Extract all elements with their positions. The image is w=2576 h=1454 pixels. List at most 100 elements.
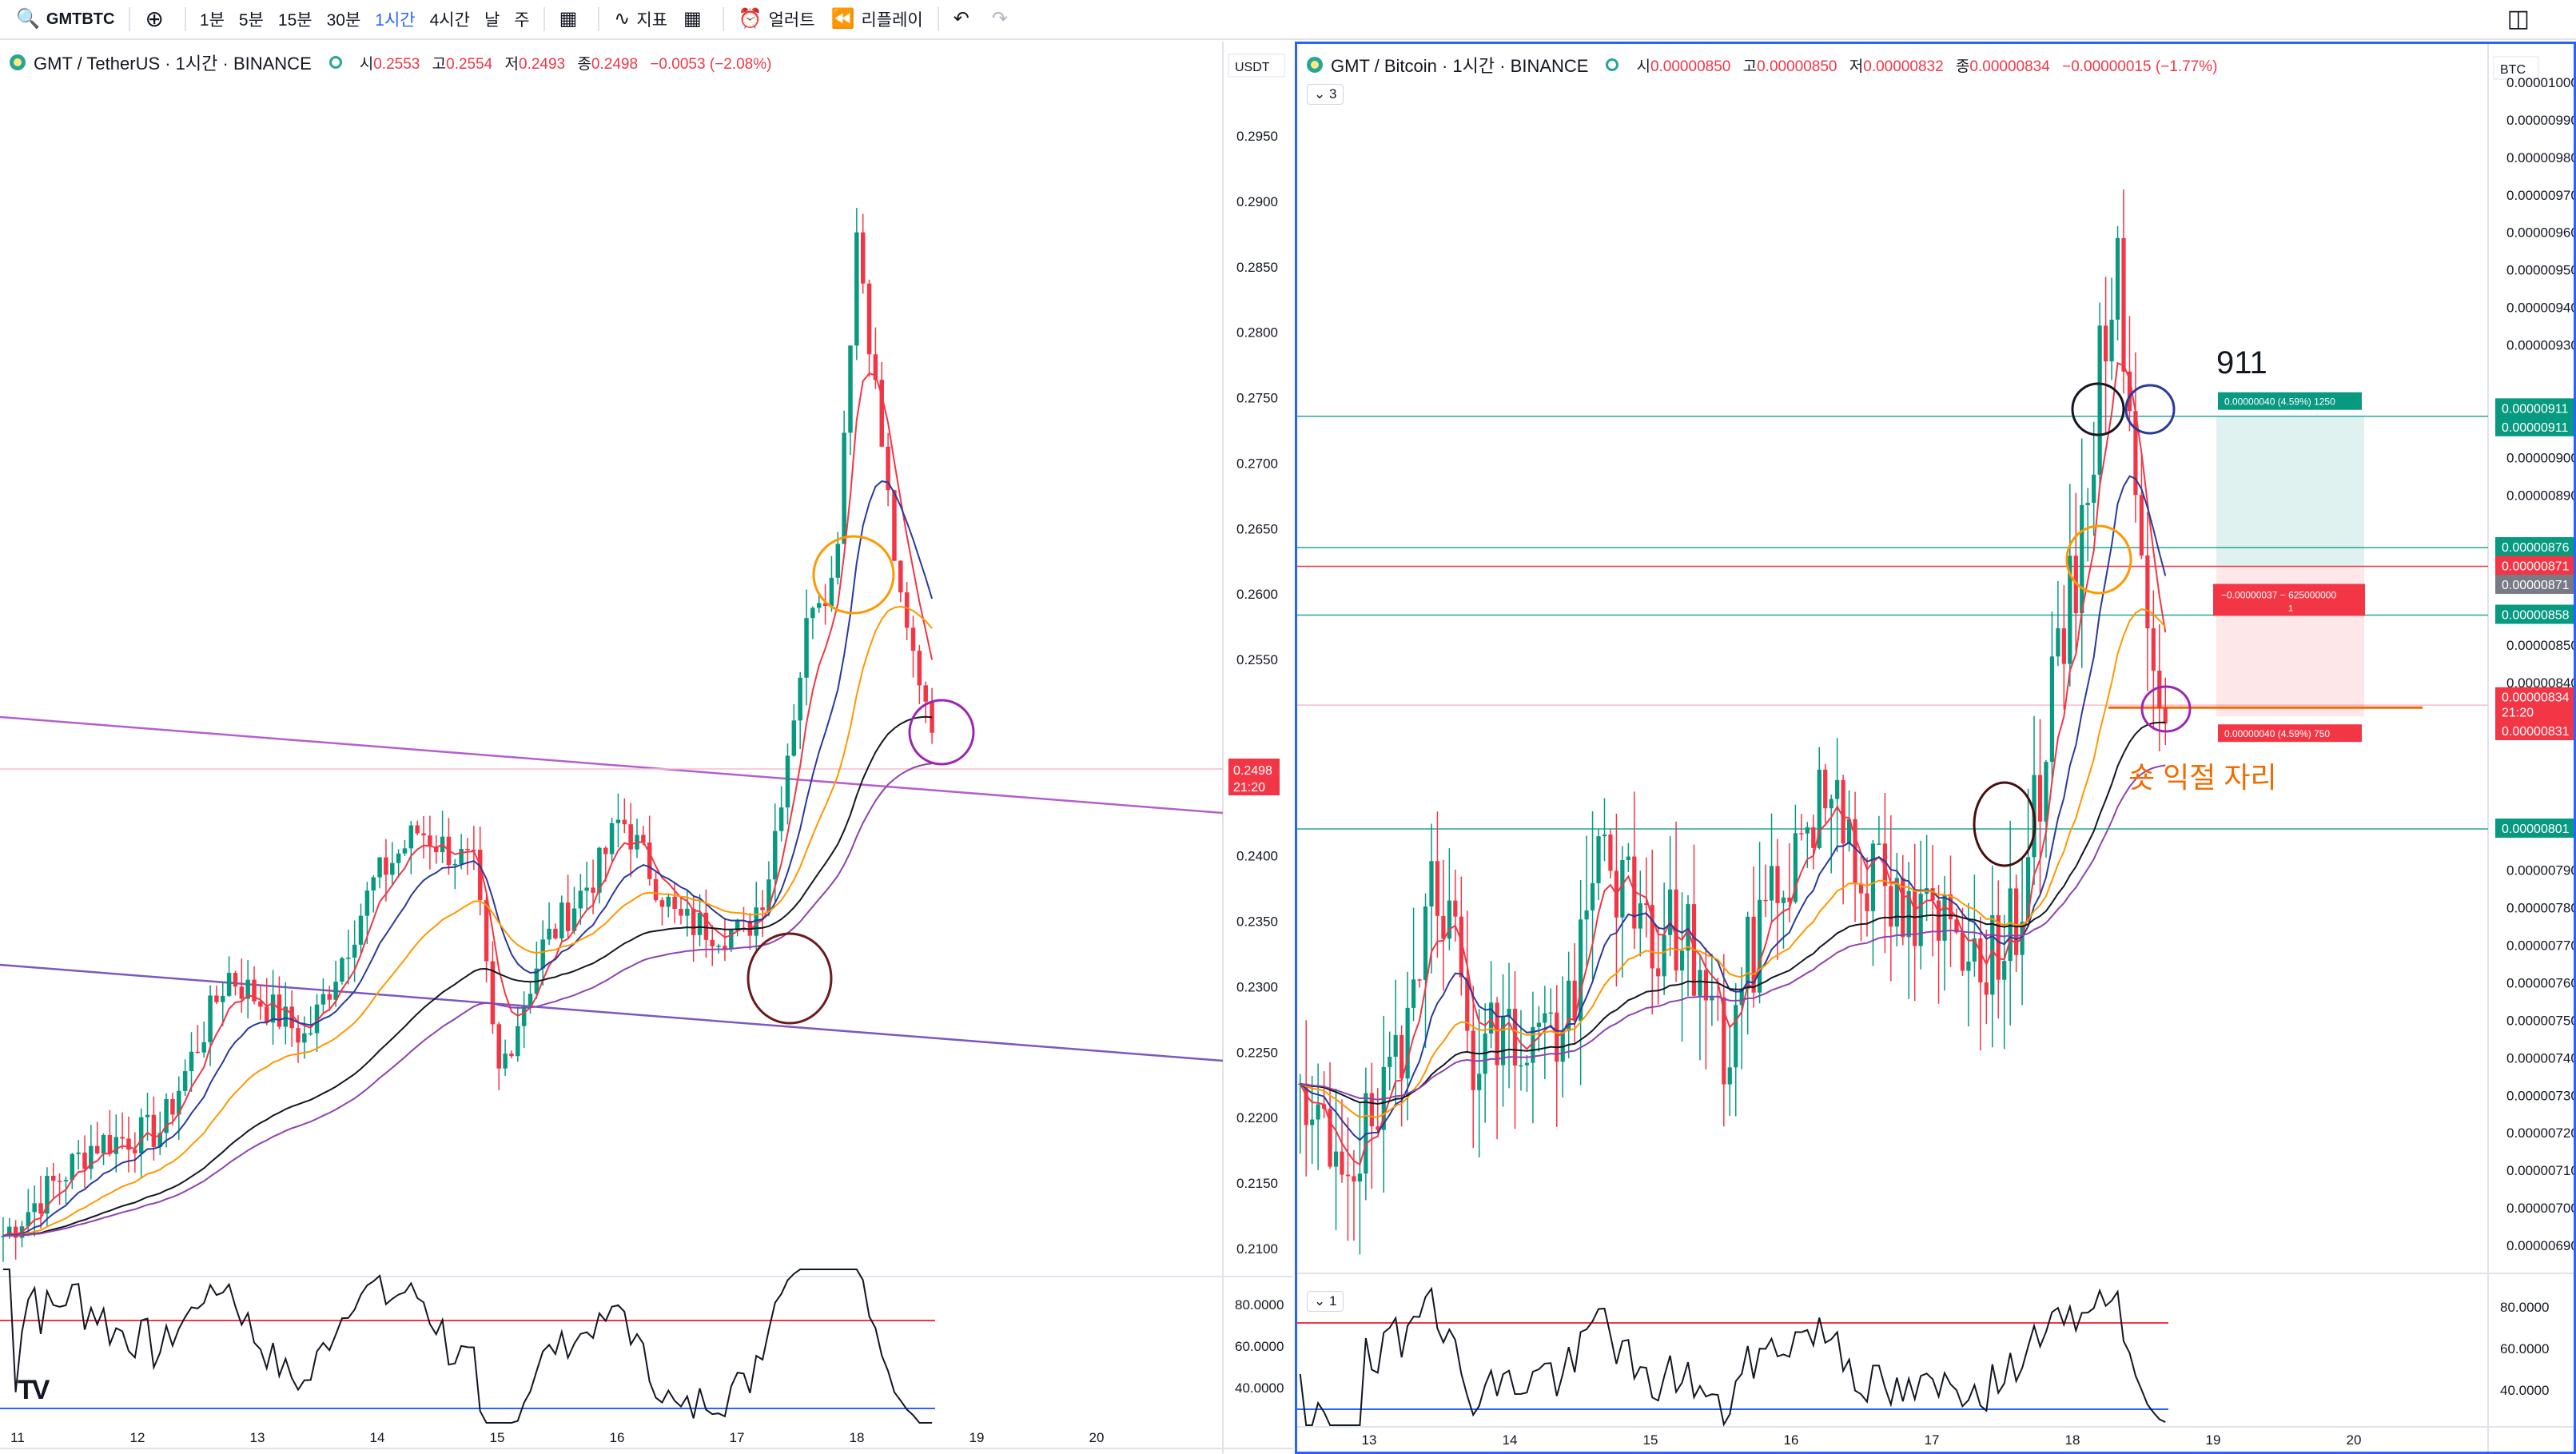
annotation-circle-purple[interactable] — [2140, 685, 2192, 733]
layouts-button[interactable]: ▦ — [675, 0, 716, 39]
candle-body — [258, 1001, 263, 1007]
time-tick-label: 14 — [1503, 1432, 1518, 1448]
candle-body — [1865, 893, 1869, 911]
time-tick-label: 15 — [490, 1430, 505, 1445]
interval-button[interactable]: 주 — [514, 11, 530, 30]
candle-body — [1, 1236, 6, 1237]
time-tick-label: 20 — [1089, 1430, 1105, 1445]
price-axis-badge-label: 0.00000858 — [2502, 608, 2570, 622]
chart-type-button[interactable]: ▦ — [551, 0, 592, 39]
candle-body — [38, 1203, 43, 1214]
last-price-label: 0.2498 — [1233, 764, 1272, 778]
candle-body — [346, 958, 351, 959]
candle-body — [94, 1145, 100, 1153]
interval-button[interactable]: 1분 — [199, 11, 225, 30]
time-tick-label: 12 — [130, 1430, 145, 1445]
candle-body — [459, 849, 464, 864]
ohlc-values: 시0.2553 고0.2554 저0.2493 종0.2498 −0.0053 … — [360, 52, 780, 74]
price-tick-label: 0.00000990 — [2506, 113, 2574, 128]
candle-body — [2121, 237, 2126, 372]
candle-body — [1799, 833, 1804, 835]
candle-body — [1966, 961, 1971, 971]
annotation-circle-dark[interactable] — [1973, 781, 2037, 867]
candle-body — [1936, 900, 1941, 941]
ma-line-blue — [2, 480, 934, 1237]
symbol-legend: GMT / Bitcoin · 1시간 · BINANCE 시0.0000085… — [1307, 52, 2225, 78]
interval-button[interactable]: 4시간 — [429, 11, 470, 30]
candle-body — [477, 850, 483, 901]
position-target-zone[interactable] — [2216, 416, 2364, 567]
indicators-button[interactable]: ∿ 지표 — [606, 0, 675, 39]
symbol-search-button[interactable]: 🔍 GMTBTC — [8, 0, 122, 39]
chart-panel-left[interactable]: GMT / TetherUS · 1시간 · BINANCE 시0.2553 고… — [0, 42, 1293, 1454]
compare-button[interactable]: ⊕ — [137, 0, 177, 39]
candle-body — [1954, 919, 1959, 933]
rsi-collapse-count: 1 — [1328, 1293, 1337, 1309]
candle-body — [484, 900, 489, 962]
interval-button[interactable]: 5분 — [238, 11, 264, 30]
annotation-circle-blue[interactable] — [2124, 384, 2176, 435]
layout-toggle-button[interactable]: ◫ — [2499, 0, 2544, 39]
currency-selector[interactable] — [1228, 54, 1285, 78]
candle-body — [873, 354, 878, 380]
toolbar-divider — [937, 7, 939, 31]
target-label: 0.00000040 (4.59%) 1250 — [2224, 396, 2335, 408]
candle-body — [358, 915, 364, 945]
candle-body — [89, 1145, 94, 1169]
candle-body — [1722, 997, 1726, 1085]
candle-body — [1626, 856, 1630, 860]
price-chart-left[interactable]: USDT 0.2950 0.2900 0.2850 0.2800 0.2750 0.2700… — [0, 42, 1293, 1454]
interval-button[interactable]: 30분 — [326, 11, 361, 30]
candle-body — [1352, 1176, 1356, 1182]
replay-button[interactable]: ⏪ 리플레이 — [823, 0, 931, 39]
candle-body — [1972, 938, 1977, 962]
indicators-collapse-button[interactable]: ⌄ 3 — [1307, 84, 1344, 105]
interval-button[interactable]: 날 — [484, 11, 500, 30]
candle-body — [1727, 1067, 1732, 1085]
candle-body — [1524, 1062, 1530, 1066]
candle-body — [584, 887, 589, 891]
candle-body — [866, 283, 872, 355]
alerts-button[interactable]: ⏰ 얼러트 — [731, 0, 823, 39]
trendline-upper[interactable] — [0, 715, 1224, 815]
rsi-collapse-button[interactable]: ⌄ 1 — [1307, 1291, 1344, 1312]
undo-icon: ↶ — [953, 8, 969, 30]
candle-body — [1811, 827, 1816, 848]
low-value: 0.00000832 — [1863, 58, 1944, 75]
annotation-circle-purple[interactable] — [908, 699, 975, 766]
candle-body — [2139, 495, 2144, 556]
candle-body — [892, 490, 897, 561]
candle-body — [233, 973, 238, 987]
candle-body — [2103, 325, 2108, 362]
candle-body — [565, 902, 571, 931]
coin-logo-icon — [1307, 57, 1323, 73]
candle-body — [816, 603, 822, 608]
candle-body — [32, 1203, 37, 1213]
currency-selector[interactable] — [2493, 56, 2539, 80]
candle-body — [1608, 835, 1613, 871]
interval-button[interactable]: 15분 — [277, 11, 313, 30]
annotation-circle-black[interactable] — [2071, 382, 2125, 436]
undo-button[interactable]: ↶ — [946, 0, 984, 39]
trendline-lower[interactable] — [0, 963, 1224, 1062]
candle-body — [145, 1114, 150, 1117]
symbol-legend: GMT / TetherUS · 1시간 · BINANCE 시0.2553 고… — [10, 50, 779, 75]
redo-button[interactable]: ↷ — [984, 0, 1022, 39]
annotation-circle-dark[interactable] — [747, 932, 833, 1025]
candle-body — [1841, 779, 1845, 844]
candle-body — [340, 958, 344, 982]
price-tick-label: 0.00001000 — [2506, 75, 2574, 90]
rsi-line — [1299, 1286, 2166, 1427]
annotation-circle-orange[interactable] — [812, 535, 895, 615]
interval-group: 1분 5분 15분 30분 1시간 4시간 날 주 — [193, 0, 537, 39]
candle-body — [1913, 890, 1917, 946]
chart-panel-right[interactable]: GMT / Bitcoin · 1시간 · BINANCE 시0.0000085… — [1295, 42, 2576, 1454]
interval-button[interactable]: 1시간 — [375, 11, 416, 30]
annotation-circle-orange[interactable] — [2065, 524, 2132, 595]
candle-body — [352, 944, 357, 958]
last-price-badge — [1228, 759, 1280, 795]
open-label: 시 — [1636, 58, 1650, 75]
candle-body — [1978, 938, 1983, 983]
candle-body — [277, 994, 282, 1027]
